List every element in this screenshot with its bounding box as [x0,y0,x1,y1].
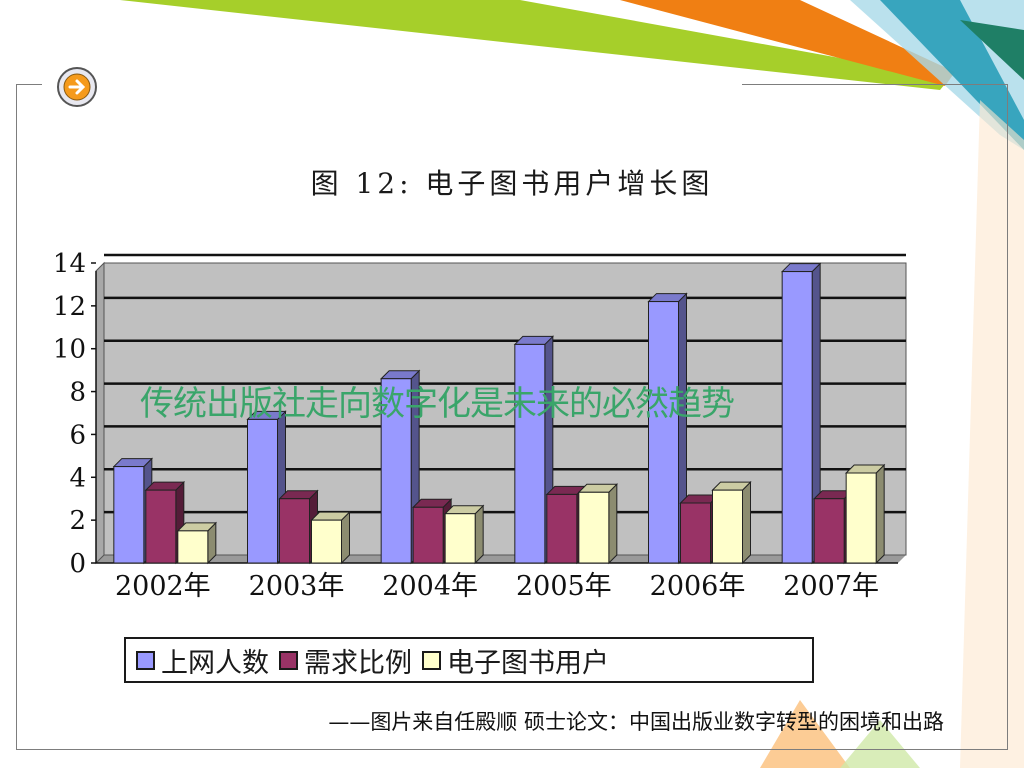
bar [578,491,610,564]
green-ribbon [120,0,950,90]
bar [380,378,412,564]
arrow-right-icon[interactable] [56,66,98,108]
bar [845,472,877,564]
plot-side-wall [95,261,105,565]
bar [712,489,743,564]
legend-item-demand-ratio: 需求比例 [279,641,412,680]
y-tick-label: 10 [53,335,86,365]
bar [648,301,679,564]
bar [247,418,278,564]
y-tick-label: 8 [69,378,86,408]
source-caption: ——图片来自任殿顺 硕士论文：中国出版业数字转型的困境和出路 [328,710,944,734]
chart-title: 图 12: 电子图书用户增长图 [310,167,714,200]
bottom-orange-shape [760,700,850,768]
y-tick-label: 12 [53,292,86,322]
x-tick-label: 2002年 [115,571,211,602]
bar [145,489,177,564]
overlay-heading: 传统出版社走向数字化是未来的必然趋势 [140,384,735,424]
legend-label: 电子图书用户 [447,647,609,679]
bar [813,498,845,564]
legend-item-ebook-users: 电子图书用户 [422,641,609,680]
legend-swatch [279,650,298,670]
bar [412,506,444,564]
bar [444,513,476,564]
frame-gap [42,78,742,88]
x-tick-label: 2005年 [516,571,612,602]
bar [514,343,546,564]
legend-swatch [136,650,155,670]
legend-label: 上网人数 [161,647,269,679]
x-tick-label: 2006年 [650,571,746,602]
x-tick-label: 2007年 [783,571,879,602]
x-tick-label: 2004年 [382,571,478,602]
bar-side [875,463,885,565]
dark-teal-ribbon [960,20,1024,80]
y-tick-label: 14 [53,249,86,279]
peach-side-ribbon [960,100,1024,768]
bar-side [742,480,751,565]
bar [311,519,342,564]
bar-side [341,510,350,565]
y-tick-label: 6 [69,420,86,450]
bar [279,498,310,564]
bar-side [608,483,618,565]
x-tick-label: 2003年 [249,571,345,602]
legend-swatch [422,650,441,670]
legend-item-internet-users: 上网人数 [136,641,269,680]
chart-legend: 上网人数 需求比例 电子图书用户 [124,637,814,683]
y-tick-label: 2 [69,506,86,536]
bar [177,530,209,564]
bar [781,271,813,564]
bar [546,493,578,564]
y-tick-label: 0 [69,549,86,579]
bar [680,502,711,564]
legend-label: 需求比例 [304,647,412,679]
bar-side [474,504,484,565]
bar [113,466,145,564]
plot-area [103,262,907,556]
orange-ribbon [620,0,955,86]
bottom-green-shape [840,720,920,768]
y-tick-label: 4 [69,463,86,493]
